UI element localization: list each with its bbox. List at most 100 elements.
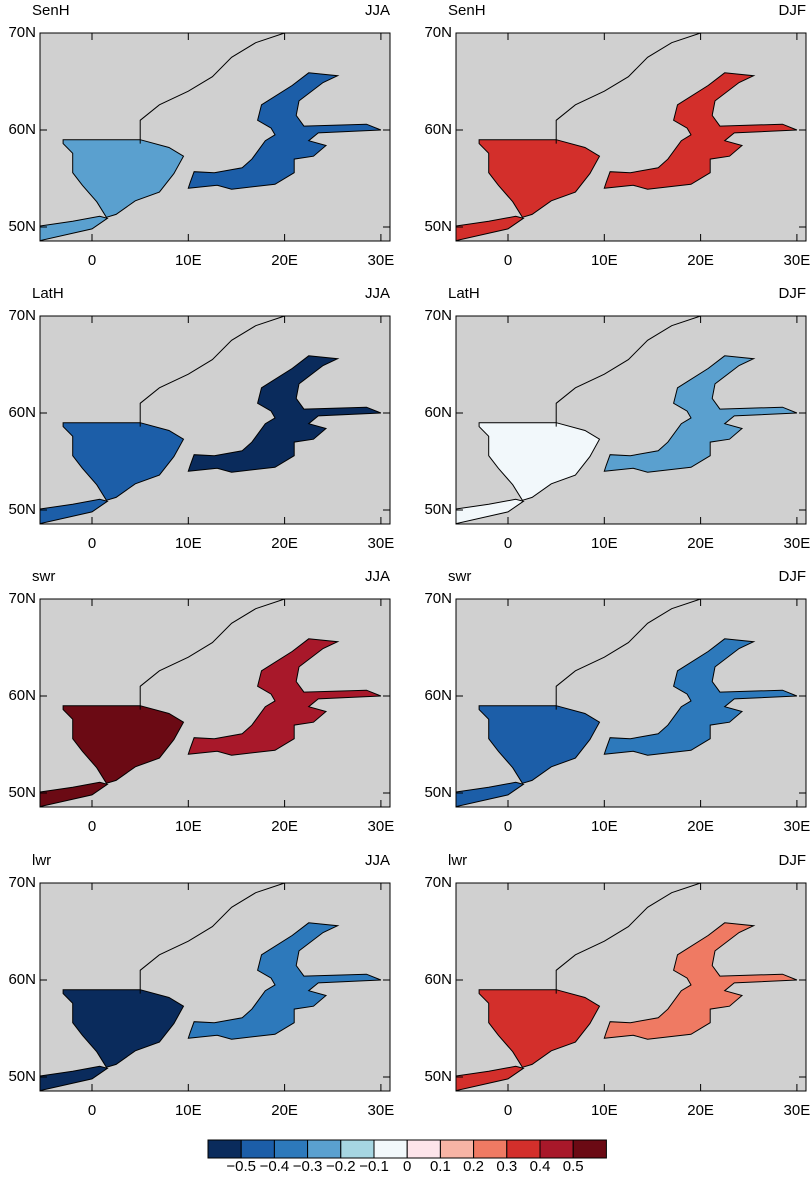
lat-label: 60N bbox=[424, 121, 452, 138]
channel bbox=[456, 498, 525, 524]
panel-season: JJA bbox=[365, 2, 390, 19]
panel-variable: swr bbox=[448, 568, 471, 585]
colorbar-label: −0.2 bbox=[326, 1158, 356, 1174]
frame bbox=[39, 32, 391, 242]
north-sea bbox=[478, 705, 601, 784]
lon-label: 10E bbox=[591, 252, 618, 269]
north-sea bbox=[478, 422, 601, 501]
lat-label: 50N bbox=[424, 218, 452, 235]
panel-season: DJF bbox=[779, 285, 807, 302]
map bbox=[456, 316, 806, 524]
colorbar-label: 0.5 bbox=[563, 1158, 584, 1174]
map bbox=[40, 883, 390, 1091]
colorbar-label: 0.3 bbox=[496, 1158, 517, 1174]
colorbar-label: 0 bbox=[403, 1158, 411, 1174]
frame bbox=[455, 32, 807, 242]
lon-label: 20E bbox=[271, 252, 298, 269]
lat-label: 70N bbox=[424, 874, 452, 891]
channel bbox=[40, 1065, 109, 1091]
lon-label: 0 bbox=[88, 252, 96, 269]
lon-label: 20E bbox=[271, 818, 298, 835]
map bbox=[456, 33, 806, 241]
colorbar-label: 0.4 bbox=[530, 1158, 551, 1174]
panel-variable: LatH bbox=[32, 285, 64, 302]
lon-label: 10E bbox=[175, 1102, 202, 1119]
frame bbox=[455, 315, 807, 525]
lon-label: 0 bbox=[504, 252, 512, 269]
coastline bbox=[139, 883, 285, 994]
north-sea bbox=[62, 705, 185, 784]
colorbar-box bbox=[539, 1139, 574, 1159]
lat-label: 70N bbox=[424, 307, 452, 324]
lat-label: 50N bbox=[8, 501, 36, 518]
lon-label: 0 bbox=[504, 535, 512, 552]
coastline bbox=[139, 316, 285, 427]
colorbar-box bbox=[506, 1139, 541, 1159]
panel-variable: lwr bbox=[32, 852, 51, 869]
lon-label: 30E bbox=[368, 252, 395, 269]
frame bbox=[455, 598, 807, 808]
panel-season: DJF bbox=[779, 2, 807, 19]
map bbox=[456, 599, 806, 807]
coastline bbox=[555, 33, 701, 144]
channel bbox=[40, 215, 109, 241]
lat-label: 60N bbox=[424, 971, 452, 988]
lon-label: 30E bbox=[784, 252, 811, 269]
lat-label: 60N bbox=[424, 404, 452, 421]
coastline bbox=[555, 316, 701, 427]
lon-label: 0 bbox=[504, 818, 512, 835]
lon-label: 30E bbox=[784, 818, 811, 835]
baltic bbox=[187, 72, 382, 190]
land bbox=[456, 599, 806, 807]
lon-label: 10E bbox=[591, 1102, 618, 1119]
colorbar-box bbox=[340, 1139, 375, 1159]
lon-label: 30E bbox=[368, 1102, 395, 1119]
lat-label: 60N bbox=[8, 687, 36, 704]
baltic bbox=[603, 72, 798, 190]
lat-label: 70N bbox=[424, 24, 452, 41]
frame bbox=[39, 882, 391, 1092]
lon-label: 0 bbox=[88, 818, 96, 835]
colorbar-label: −0.5 bbox=[226, 1158, 256, 1174]
north-sea bbox=[62, 422, 185, 501]
panel-variable: SenH bbox=[32, 2, 70, 19]
colorbar-box bbox=[439, 1139, 475, 1159]
panel-variable: swr bbox=[32, 568, 55, 585]
lon-label: 10E bbox=[591, 535, 618, 552]
colorbar-label: −0.4 bbox=[260, 1158, 290, 1174]
lat-label: 50N bbox=[8, 784, 36, 801]
colorbar-label: 0.2 bbox=[463, 1158, 484, 1174]
colorbar-box bbox=[273, 1139, 309, 1159]
map bbox=[456, 883, 806, 1091]
land bbox=[40, 883, 390, 1091]
baltic bbox=[187, 638, 382, 756]
channel bbox=[40, 781, 109, 807]
lon-label: 30E bbox=[784, 535, 811, 552]
colorbar-box bbox=[373, 1139, 408, 1159]
lon-label: 0 bbox=[504, 1102, 512, 1119]
baltic bbox=[603, 638, 798, 756]
map bbox=[40, 316, 390, 524]
panel-season: DJF bbox=[779, 852, 807, 869]
north-sea bbox=[62, 989, 185, 1068]
lat-label: 70N bbox=[8, 307, 36, 324]
baltic bbox=[187, 922, 382, 1040]
baltic bbox=[603, 922, 798, 1040]
land bbox=[456, 33, 806, 241]
panel-variable: LatH bbox=[448, 285, 480, 302]
baltic bbox=[187, 355, 382, 473]
frame bbox=[39, 598, 391, 808]
panel-season: JJA bbox=[365, 852, 390, 869]
coastline bbox=[139, 33, 285, 144]
coastline bbox=[139, 599, 285, 710]
lat-label: 60N bbox=[8, 971, 36, 988]
panel-season: DJF bbox=[779, 568, 807, 585]
coastline bbox=[555, 599, 701, 710]
lat-label: 70N bbox=[8, 590, 36, 607]
panel-season: JJA bbox=[365, 285, 390, 302]
panel-variable: SenH bbox=[448, 2, 486, 19]
map bbox=[40, 599, 390, 807]
lon-label: 0 bbox=[88, 1102, 96, 1119]
lon-label: 20E bbox=[271, 535, 298, 552]
